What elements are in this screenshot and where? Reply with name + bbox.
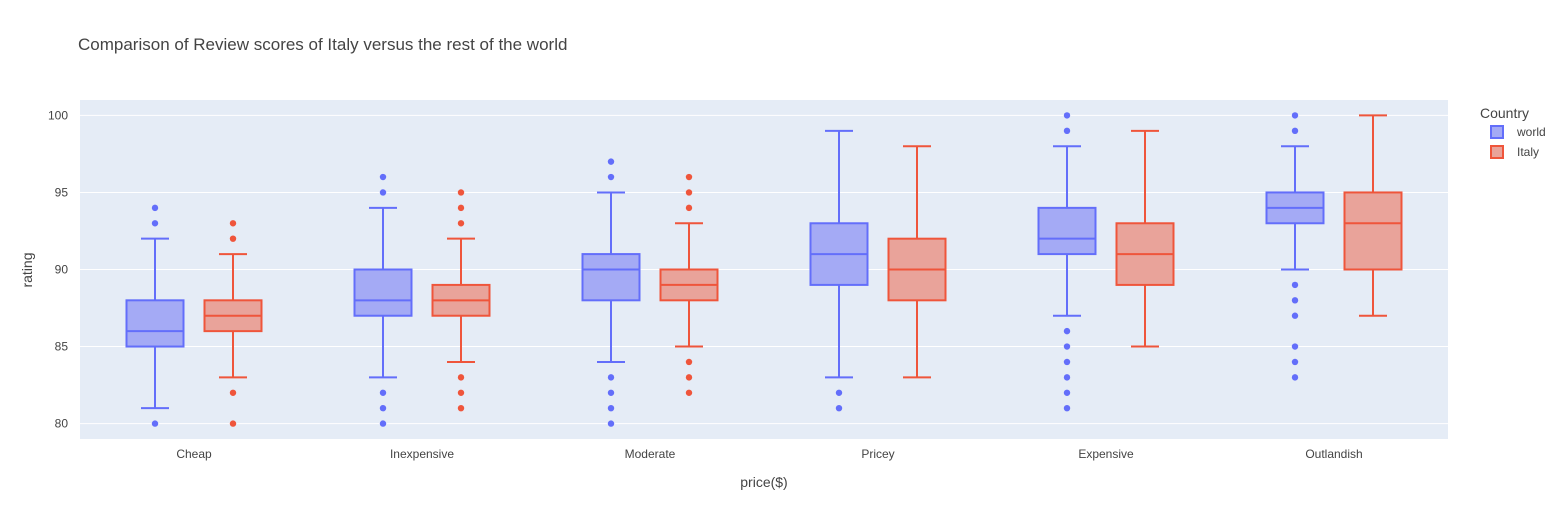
- outlier-world-pricey-81: [835, 404, 843, 412]
- box-traces: [125, 112, 1403, 427]
- legend-item-world[interactable]: world: [1490, 125, 1546, 139]
- chart-title: Comparison of Review scores of Italy ver…: [78, 35, 567, 54]
- outlier-world-cheap-94: [151, 204, 159, 212]
- outlier-world-moderate-82: [607, 389, 615, 396]
- outlier-world-outlandish-85: [1291, 343, 1299, 350]
- outlier-italy-moderate-84: [685, 358, 693, 366]
- outlier-italy-inexpensive-94: [457, 204, 465, 212]
- outlier-world-moderate-80: [607, 420, 615, 427]
- outlier-world-moderate-97: [607, 158, 615, 165]
- outlier-italy-moderate-95: [685, 189, 693, 196]
- outlier-italy-inexpensive-81: [457, 404, 465, 412]
- x-axis-title: price($): [740, 474, 787, 490]
- iqr-box-world-moderate: [581, 253, 641, 302]
- gridlines: [80, 114, 1448, 425]
- legend-swatch-italy: [1490, 145, 1504, 159]
- outlier-world-expensive-99: [1063, 127, 1071, 135]
- outlier-world-outlandish-84: [1291, 358, 1299, 366]
- x-tick-label-pricey: Pricey: [861, 447, 894, 461]
- outlier-world-expensive-83: [1063, 374, 1071, 381]
- y-tick-label-80: 80: [55, 417, 69, 431]
- legend: Country world Italy: [1480, 105, 1546, 159]
- x-tick-label-outlandish: Outlandish: [1305, 447, 1362, 461]
- outlier-world-inexpensive-82: [379, 389, 387, 396]
- outlier-world-outlandish-99: [1291, 127, 1299, 135]
- box-italy-inexpensive: [431, 189, 491, 412]
- outlier-world-outlandish-100: [1291, 112, 1299, 119]
- iqr-box-world-inexpensive: [353, 268, 413, 317]
- x-tick-label-moderate: Moderate: [625, 447, 676, 461]
- outlier-world-outlandish-88: [1291, 297, 1299, 304]
- outlier-italy-cheap-82: [229, 389, 237, 396]
- y-tick-label-100: 100: [48, 108, 68, 122]
- outlier-world-moderate-96: [607, 173, 615, 181]
- x-tick-label-inexpensive: Inexpensive: [390, 447, 454, 461]
- box-world-pricey: [809, 129, 869, 412]
- outlier-italy-moderate-94: [685, 204, 693, 212]
- y-axis-title: rating: [19, 252, 35, 287]
- legend-label-italy: Italy: [1517, 145, 1539, 159]
- box-world-moderate: [581, 158, 641, 427]
- outlier-italy-inexpensive-93: [457, 220, 465, 227]
- x-axis-ticks: Cheap Inexpensive Moderate Pricey Expensive O…: [176, 447, 1362, 461]
- outlier-world-moderate-81: [607, 404, 615, 412]
- box-italy-moderate: [659, 173, 719, 396]
- outlier-italy-inexpensive-82: [457, 389, 465, 396]
- legend-label-world: world: [1516, 125, 1546, 139]
- x-tick-label-cheap: Cheap: [176, 447, 212, 461]
- outlier-world-inexpensive-81: [379, 404, 387, 412]
- y-tick-label-85: 85: [55, 340, 69, 354]
- series-world: [125, 112, 1325, 427]
- outlier-italy-cheap-92: [229, 235, 237, 242]
- outlier-world-expensive-82: [1063, 389, 1071, 396]
- outlier-world-expensive-100: [1063, 112, 1071, 119]
- legend-item-italy[interactable]: Italy: [1490, 145, 1539, 159]
- outlier-world-inexpensive-80: [379, 420, 387, 427]
- y-tick-label-95: 95: [55, 185, 69, 199]
- outlier-world-moderate-83: [607, 374, 615, 381]
- outlier-italy-moderate-83: [685, 374, 693, 381]
- outlier-world-outlandish-89: [1291, 281, 1299, 289]
- box-italy-expensive: [1115, 129, 1175, 348]
- outlier-world-outlandish-87: [1291, 312, 1299, 319]
- box-world-expensive: [1037, 112, 1097, 412]
- outlier-world-cheap-80: [151, 420, 159, 427]
- outlier-world-outlandish-83: [1291, 374, 1299, 381]
- iqr-box-world-expensive: [1037, 206, 1097, 256]
- box-world-inexpensive: [353, 173, 413, 427]
- y-axis-ticks: 80 85 90 95 100: [48, 108, 68, 430]
- x-tick-label-expensive: Expensive: [1078, 447, 1134, 461]
- iqr-box-italy-outlandish: [1343, 191, 1403, 271]
- legend-swatch-world: [1490, 125, 1504, 139]
- iqr-box-world-cheap: [125, 299, 185, 348]
- outlier-italy-inexpensive-95: [457, 189, 465, 196]
- outlier-italy-moderate-96: [685, 173, 693, 181]
- y-tick-label-90: 90: [55, 263, 69, 277]
- box-italy-cheap: [203, 220, 263, 427]
- outlier-world-pricey-82: [835, 389, 843, 396]
- series-italy: [203, 114, 1403, 427]
- outlier-world-inexpensive-95: [379, 189, 387, 196]
- box-italy-pricey: [887, 145, 947, 379]
- outlier-world-inexpensive-96: [379, 173, 387, 181]
- outlier-italy-cheap-80: [229, 420, 237, 427]
- outlier-italy-cheap-93: [229, 220, 237, 227]
- box-world-cheap: [125, 204, 185, 427]
- outlier-world-expensive-81: [1063, 404, 1071, 412]
- box-italy-outlandish: [1343, 114, 1403, 317]
- legend-title: Country: [1480, 105, 1529, 121]
- outlier-italy-inexpensive-83: [457, 374, 465, 381]
- outlier-world-expensive-85: [1063, 343, 1071, 350]
- box-world-outlandish: [1265, 112, 1325, 381]
- outlier-world-expensive-86: [1063, 327, 1071, 335]
- outlier-italy-moderate-82: [685, 389, 693, 396]
- outlier-world-cheap-93: [151, 220, 159, 227]
- outlier-world-expensive-84: [1063, 358, 1071, 366]
